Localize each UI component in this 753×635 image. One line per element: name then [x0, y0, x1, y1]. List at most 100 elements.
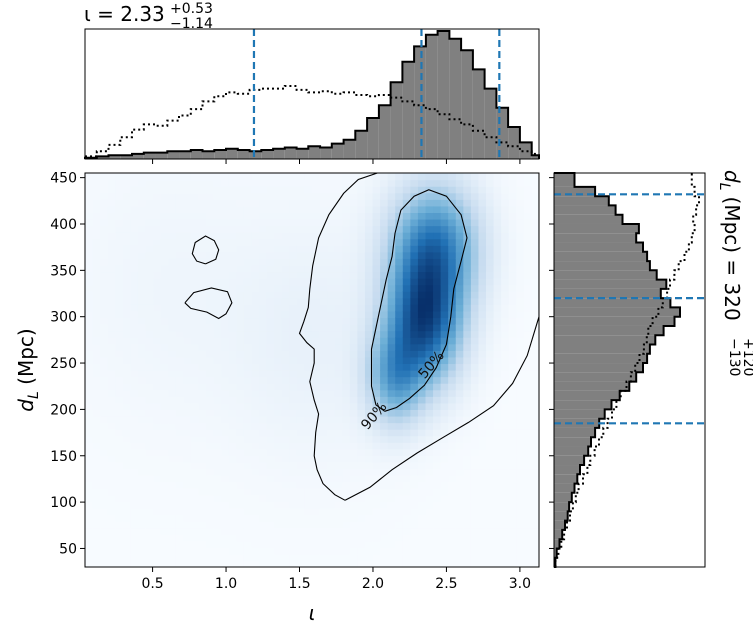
heatmap-cell	[319, 553, 328, 562]
heatmap-cell	[175, 251, 184, 259]
heatmap-cell	[304, 494, 313, 502]
heatmap-cell	[425, 448, 434, 456]
heatmap-cell	[478, 402, 487, 410]
heatmap-cell	[410, 238, 419, 246]
heatmap-cell	[107, 370, 116, 378]
heatmap-cell	[296, 396, 306, 404]
heatmap-cell	[448, 494, 457, 502]
heatmap-cell	[440, 370, 449, 378]
heatmap-cell	[364, 337, 374, 345]
top-hist-bar	[437, 31, 450, 159]
top-hist-bar	[425, 34, 438, 160]
heatmap-cell	[251, 324, 260, 332]
heatmap-cell	[372, 264, 381, 273]
heatmap-cell	[266, 304, 275, 312]
heatmap-cell	[107, 415, 116, 424]
heatmap-cell	[425, 264, 434, 273]
heatmap-cell	[448, 422, 457, 430]
heatmap-cell	[327, 475, 336, 483]
heatmap-cell	[251, 402, 260, 410]
heatmap-cell	[508, 179, 517, 187]
heatmap-cell	[206, 278, 215, 286]
heatmap-cell	[115, 284, 124, 292]
heatmap-cell	[319, 284, 328, 292]
heatmap-cell	[289, 343, 298, 351]
heatmap-cell	[410, 232, 419, 240]
heatmap-cell	[395, 429, 404, 437]
heatmap-cell	[531, 370, 539, 378]
heatmap-cell	[85, 540, 94, 548]
heatmap-cell	[281, 540, 290, 548]
heatmap-cell	[259, 278, 268, 286]
heatmap-cell	[100, 363, 109, 371]
heatmap-cell	[153, 186, 162, 194]
heatmap-cell	[319, 173, 328, 181]
heatmap-cell	[100, 442, 109, 450]
heatmap-cell	[493, 448, 502, 456]
heatmap-cell	[100, 186, 109, 194]
heatmap-cell	[470, 448, 480, 456]
heatmap-cell	[183, 186, 192, 194]
heatmap-cell	[198, 205, 207, 213]
heatmap-cell	[478, 317, 487, 325]
heatmap-cell	[296, 514, 306, 522]
heatmap-cell	[85, 324, 94, 332]
heatmap-cell	[493, 186, 502, 194]
heatmap-cell	[243, 205, 253, 213]
heatmap-cell	[190, 422, 200, 430]
heatmap-cell	[440, 415, 449, 424]
heatmap-cell	[153, 297, 162, 305]
heatmap-cell	[425, 402, 434, 410]
heatmap-cell	[402, 481, 411, 489]
heatmap-cell	[145, 481, 154, 489]
heatmap-cell	[168, 330, 177, 338]
heatmap-cell	[107, 468, 116, 476]
heatmap-cell	[145, 461, 154, 470]
heatmap-cell	[281, 363, 290, 371]
heatmap-cell	[100, 304, 109, 312]
heatmap-cell	[516, 494, 525, 502]
heatmap-cell	[115, 389, 124, 397]
heatmap-cell	[531, 442, 539, 450]
heatmap-cell	[115, 212, 124, 220]
heatmap-cell	[281, 514, 290, 522]
heatmap-cell	[221, 245, 230, 253]
heatmap-cell	[455, 560, 464, 567]
heatmap-cell	[160, 527, 169, 535]
heatmap-cell	[259, 527, 268, 535]
heatmap-cell	[190, 435, 200, 443]
heatmap-cell	[312, 212, 321, 220]
heatmap-cell	[274, 396, 283, 404]
heatmap-cell	[92, 376, 101, 384]
heatmap-cell	[122, 560, 131, 567]
heatmap-cell	[183, 514, 192, 522]
heatmap-cell	[160, 383, 169, 391]
heatmap-cell	[153, 383, 162, 391]
right-hist-bar	[554, 363, 644, 373]
heatmap-cell	[281, 350, 290, 358]
heatmap-cell	[342, 251, 351, 259]
heatmap-cell	[478, 448, 487, 456]
heatmap-cell	[380, 468, 389, 476]
heatmap-cell	[410, 461, 419, 470]
heatmap-cell	[523, 192, 533, 200]
heatmap-cell	[122, 455, 131, 463]
heatmap-cell	[236, 501, 245, 509]
heatmap-cell	[289, 317, 298, 325]
heatmap-cell	[183, 304, 192, 312]
heatmap-cell	[122, 212, 131, 220]
heatmap-cell	[349, 356, 358, 365]
heatmap-cell	[372, 304, 381, 312]
heatmap-cell	[387, 514, 396, 522]
heatmap-cell	[198, 435, 207, 443]
heatmap-cell	[175, 330, 184, 338]
heatmap-cell	[160, 468, 169, 476]
right-hist-bar	[554, 372, 637, 382]
heatmap-cell	[92, 534, 101, 542]
heatmap-cell	[448, 488, 457, 496]
heatmap-cell	[221, 494, 230, 502]
heatmap-cell	[145, 317, 154, 325]
heatmap-cell	[349, 192, 358, 200]
heatmap-cell	[395, 330, 404, 338]
heatmap-cell	[289, 245, 298, 253]
